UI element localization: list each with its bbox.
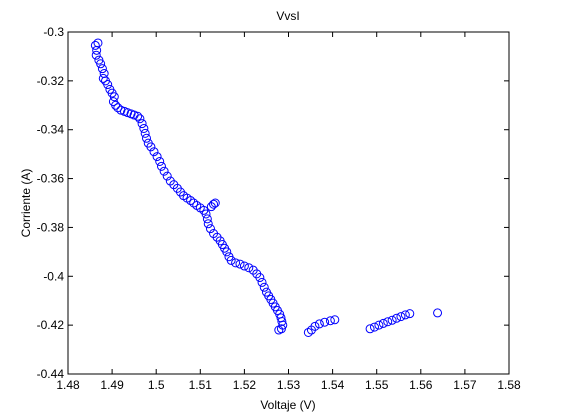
data-markers bbox=[90, 38, 443, 337]
data-point bbox=[259, 282, 269, 292]
data-point bbox=[93, 38, 103, 48]
y-tick-label: -0.4 bbox=[43, 269, 64, 283]
data-point bbox=[400, 310, 410, 320]
data-point bbox=[162, 171, 172, 181]
data-point bbox=[235, 259, 245, 269]
data-point bbox=[255, 273, 265, 283]
data-point bbox=[141, 133, 151, 143]
data-point bbox=[96, 59, 106, 69]
data-point bbox=[159, 166, 169, 176]
y-axis-label: Corriente (A) bbox=[19, 169, 33, 238]
y-tick-label: -0.38 bbox=[37, 220, 65, 234]
data-point bbox=[303, 327, 313, 337]
data-point bbox=[374, 320, 384, 330]
y-tick-label: -0.44 bbox=[37, 367, 65, 381]
data-point bbox=[97, 64, 107, 74]
x-tick-label: 1.51 bbox=[189, 378, 213, 392]
y-tick-label: -0.36 bbox=[37, 172, 65, 186]
data-point bbox=[365, 324, 375, 334]
data-point bbox=[189, 198, 199, 208]
data-point bbox=[146, 142, 156, 152]
x-tick-label: 1.58 bbox=[497, 378, 521, 392]
data-point bbox=[109, 92, 119, 102]
x-tick-label: 1.56 bbox=[409, 378, 433, 392]
data-point bbox=[155, 156, 165, 166]
data-point bbox=[201, 209, 211, 219]
data-point bbox=[209, 199, 219, 209]
data-point bbox=[203, 219, 213, 229]
plot-area bbox=[67, 31, 510, 375]
data-point bbox=[139, 123, 149, 133]
x-tick-label: 1.53 bbox=[277, 378, 301, 392]
x-tick-label: 1.49 bbox=[100, 378, 124, 392]
data-point bbox=[222, 247, 232, 257]
data-point bbox=[156, 161, 166, 171]
y-tick-label: -0.3 bbox=[43, 25, 64, 39]
data-point bbox=[133, 111, 143, 121]
chart-title: VvsI bbox=[276, 9, 299, 23]
data-point bbox=[405, 309, 415, 319]
y-tick-label: -0.32 bbox=[37, 74, 65, 88]
data-point bbox=[396, 312, 406, 322]
x-tick-label: 1.57 bbox=[453, 378, 477, 392]
x-tick-label: 1.54 bbox=[321, 378, 345, 392]
y-tick-label: -0.34 bbox=[37, 123, 65, 137]
data-point bbox=[135, 114, 145, 124]
x-tick-label: 1.5 bbox=[148, 378, 165, 392]
x-tick-label: 1.52 bbox=[233, 378, 257, 392]
data-point bbox=[320, 317, 330, 327]
data-point bbox=[330, 315, 340, 325]
tick-labels: 1.48 1.49 1.5 1.51 1.52 1.53 1.54 1.55 1.56 1.57 1… bbox=[37, 25, 521, 392]
data-point bbox=[257, 277, 267, 287]
data-point bbox=[111, 100, 121, 110]
x-axis-label: Voltaje (V) bbox=[260, 398, 315, 412]
data-point bbox=[378, 318, 388, 328]
data-point bbox=[244, 263, 254, 273]
data-point bbox=[152, 152, 162, 162]
data-point bbox=[98, 73, 108, 83]
data-point bbox=[140, 128, 150, 138]
data-point bbox=[231, 258, 241, 268]
data-point bbox=[103, 80, 113, 90]
data-point bbox=[90, 40, 100, 50]
data-point bbox=[92, 45, 102, 55]
data-point bbox=[202, 214, 212, 224]
data-point bbox=[137, 119, 147, 129]
data-point bbox=[99, 69, 109, 79]
data-point bbox=[392, 313, 402, 323]
data-point bbox=[113, 103, 123, 113]
data-point bbox=[387, 315, 397, 325]
data-point bbox=[310, 321, 320, 331]
data-point bbox=[325, 316, 335, 326]
data-point bbox=[149, 147, 159, 157]
data-point bbox=[433, 308, 443, 318]
data-point bbox=[239, 261, 249, 271]
x-tick-label: 1.48 bbox=[56, 378, 80, 392]
data-point bbox=[314, 319, 324, 329]
data-point bbox=[91, 50, 101, 60]
data-point bbox=[277, 316, 287, 326]
x-tick-label: 1.55 bbox=[365, 378, 389, 392]
data-point bbox=[226, 255, 236, 265]
y-tick-label: -0.42 bbox=[37, 318, 65, 332]
data-point bbox=[369, 322, 379, 332]
data-point bbox=[383, 317, 393, 327]
data-point bbox=[274, 325, 284, 335]
data-point bbox=[210, 198, 220, 208]
axis-ticks bbox=[67, 31, 510, 375]
data-point bbox=[205, 224, 215, 234]
data-point bbox=[186, 196, 196, 206]
